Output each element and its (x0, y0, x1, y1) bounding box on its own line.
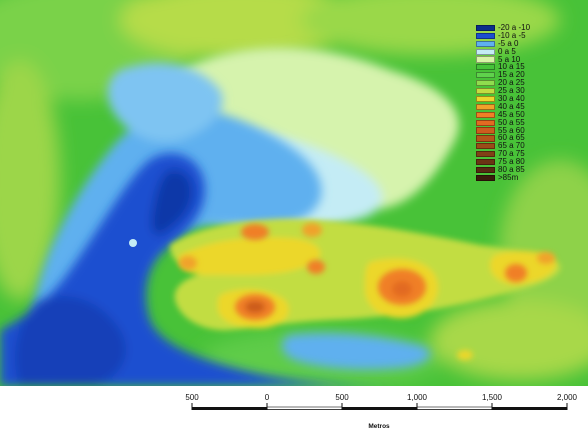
legend-label: 55 a 60 (498, 125, 525, 135)
legend-label: -20 a -10 (498, 22, 531, 32)
legend-item: -10 a -5 (476, 30, 576, 40)
legend-label: 15 a 20 (498, 70, 525, 80)
legend-item: 55 a 60 (476, 125, 576, 135)
legend-swatch (476, 56, 495, 63)
legend-label: 50 a 55 (498, 117, 525, 127)
legend-item: 65 a 70 (476, 142, 576, 150)
scale-tick-label: 1,500 (482, 393, 503, 402)
legend-swatch (476, 135, 495, 142)
legend-label: -10 a -5 (498, 30, 526, 40)
legend-item: 20 a 25 (476, 79, 576, 87)
legend-label: -5 a 0 (498, 38, 519, 48)
scale-segment-3 (416, 406, 493, 410)
legend-item: 0 a 5 (476, 46, 576, 56)
legend-label: 75 a 80 (498, 157, 525, 167)
legend-swatch (476, 166, 495, 174)
legend-label: 20 a 25 (498, 78, 525, 88)
legend-label: 80 a 85 (498, 164, 525, 174)
legend-label: 60 a 65 (498, 133, 525, 143)
legend-swatch (476, 87, 495, 95)
peak-zones (179, 223, 555, 360)
legend-swatch (476, 95, 495, 103)
legend-swatch (476, 174, 495, 181)
scale-segment-4 (492, 407, 567, 410)
legend-item: 60 a 65 (476, 134, 576, 142)
legend-swatch (476, 64, 495, 71)
legend-label: 25 a 30 (498, 86, 525, 96)
legend-item: 50 a 55 (476, 117, 576, 127)
legend-swatch (476, 72, 495, 79)
legend-label: 65 a 70 (498, 141, 525, 151)
legend-label: 5 a 10 (498, 54, 521, 64)
scale-segment-0 (192, 407, 267, 410)
legend-label: 0 a 5 (498, 46, 516, 56)
legend-item: 5 a 10 (476, 54, 576, 64)
legend-label: 70 a 75 (498, 149, 525, 159)
legend-item: -20 a -10 (476, 22, 576, 32)
channel-marker (129, 239, 137, 247)
scale-tick-label: 500 (185, 393, 199, 402)
legend-swatch (476, 143, 495, 150)
legend-item: 30 a 40 (476, 93, 576, 103)
legend-swatch (476, 103, 495, 110)
legend-item: 75 a 80 (476, 158, 576, 166)
scale-tick-label: 2,000 (557, 393, 578, 402)
legend-label: 10 a 15 (498, 62, 525, 72)
legend-label: 40 a 45 (498, 101, 525, 111)
legend-item: 25 a 30 (476, 87, 576, 95)
legend-item: 15 a 20 (476, 71, 576, 79)
legend-swatch (476, 119, 495, 126)
legend-swatch (476, 151, 495, 158)
legend-item: 70 a 75 (476, 150, 576, 158)
legend-swatch (476, 158, 495, 166)
scale-bar: 500 0 500 1,000 1,500 2,000 Metros (185, 393, 578, 430)
lower-shallows (281, 333, 431, 370)
scale-tick-label: 0 (265, 393, 270, 402)
legend-item: -5 a 0 (476, 38, 576, 48)
legend-swatch (476, 127, 495, 134)
legend-swatch (476, 80, 495, 87)
legend-label: 30 a 40 (498, 93, 525, 103)
legend-swatch (476, 40, 495, 47)
legend-swatch (476, 111, 495, 118)
legend-item: >85m (476, 172, 576, 182)
scale-segment-2 (342, 407, 417, 410)
legend-item: 80 a 85 (476, 164, 576, 174)
legend-swatch (476, 32, 495, 39)
scale-tick-label: 500 (335, 393, 349, 402)
legend-item: 45 a 50 (476, 109, 576, 119)
deep-channel (0, 153, 420, 386)
legend-label: 45 a 50 (498, 109, 525, 119)
scale-tick-label: 1,000 (407, 393, 428, 402)
legend-item: 40 a 45 (476, 101, 576, 111)
scale-segment-1 (266, 406, 343, 410)
scale-unit-label: Metros (368, 423, 390, 430)
legend-item: 10 a 15 (476, 63, 576, 71)
legend-swatch (476, 24, 495, 32)
legend-label: >85m (498, 172, 519, 182)
legend-swatch (476, 48, 495, 55)
